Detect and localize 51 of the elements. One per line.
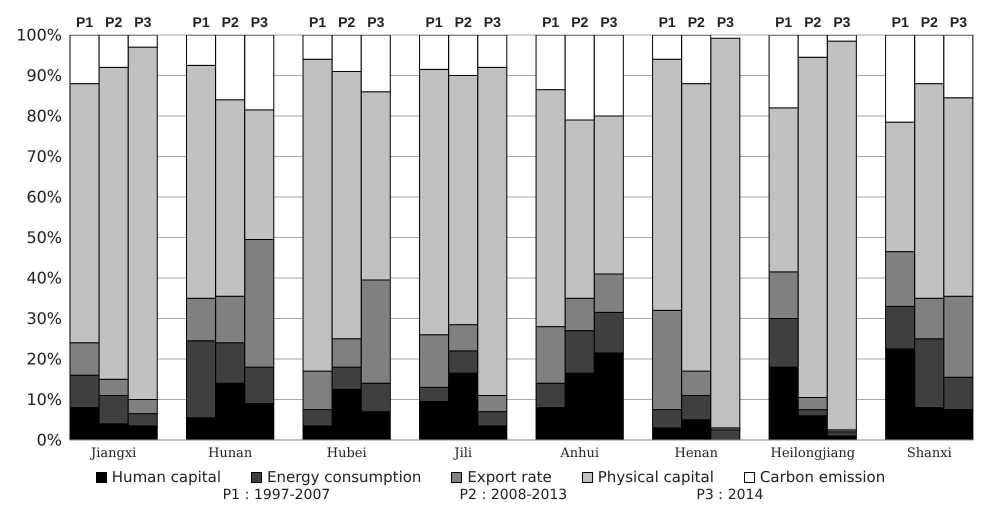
- x-tick-label: P3: [950, 14, 968, 30]
- text: P2：2008-2013: [460, 486, 568, 504]
- x-tick-label: P2: [571, 14, 589, 30]
- y-tick-label: 40%: [26, 268, 62, 288]
- x-tick-label: P3: [134, 14, 152, 30]
- legend-label: Physical capital: [596, 468, 714, 486]
- text: Anhui: [559, 446, 600, 462]
- legend-label: Human capital: [110, 468, 222, 486]
- x-tick-label: P1: [309, 14, 326, 30]
- legend-label: Export rate: [466, 468, 552, 486]
- x-tick-label: P3: [250, 14, 268, 30]
- x-tick-label: P1: [892, 14, 909, 30]
- x-tick-label: P3: [484, 14, 502, 30]
- x-tick-label: P2: [338, 14, 356, 30]
- x-tick-label: P1: [76, 14, 94, 30]
- text: Hubei: [326, 446, 367, 462]
- x-tick-label: P3: [833, 14, 851, 30]
- x-tick-label: P1: [658, 14, 676, 30]
- x-tick-label: P3: [367, 14, 385, 30]
- x-tick-label: P2: [920, 14, 938, 30]
- y-tick-label: 10%: [26, 390, 62, 410]
- text: Hunan: [208, 446, 253, 462]
- y-tick-label: 90%: [26, 66, 62, 86]
- y-tick-label: 100%: [16, 26, 62, 45]
- x-tick-label: P2: [454, 14, 472, 30]
- x-tick-label: P1: [542, 14, 560, 30]
- text: Jili: [452, 446, 472, 462]
- legend-label: Energy consumption: [266, 468, 422, 486]
- x-tick-label: P2: [222, 14, 239, 30]
- x-tick-label: P2: [105, 14, 122, 30]
- x-tick-label: P1: [775, 14, 792, 30]
- text: Heilongjiang: [770, 446, 856, 462]
- x-tick-label: P3: [716, 14, 734, 30]
- y-tick-label: 30%: [26, 309, 62, 328]
- text: Shanxi: [906, 446, 952, 462]
- y-tick-label: 60%: [26, 188, 62, 207]
- y-tick-label: 50%: [26, 228, 62, 248]
- y-tick-label: 0%: [36, 430, 62, 450]
- text: Henan: [674, 446, 719, 462]
- x-tick-label: P1: [192, 14, 210, 30]
- legend-label: Carbon emission: [758, 468, 886, 486]
- y-tick-label: 20%: [26, 350, 62, 369]
- y-tick-label: 80%: [26, 106, 62, 126]
- x-tick-label: P2: [688, 14, 706, 30]
- x-tick-label: P3: [600, 14, 618, 30]
- y-tick-label: 70%: [26, 147, 62, 166]
- text: P3：2014: [696, 486, 764, 504]
- text: Jiangxi: [89, 446, 136, 462]
- x-tick-label: P1: [426, 14, 443, 30]
- x-tick-label: P2: [804, 14, 822, 30]
- text: P1：1997-2007: [222, 486, 330, 504]
